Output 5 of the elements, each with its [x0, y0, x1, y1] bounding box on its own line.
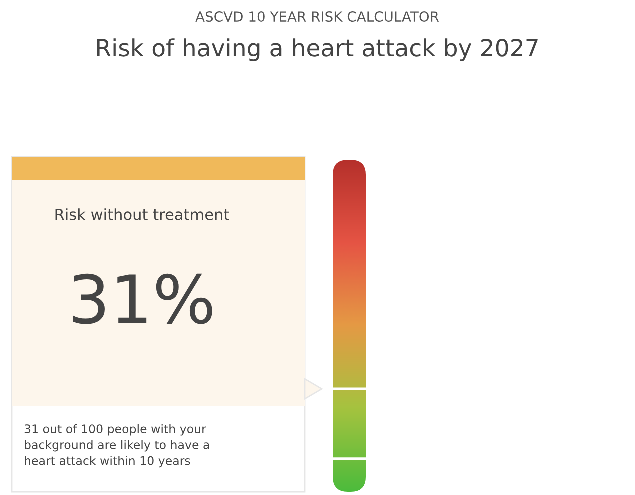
data-label: 31%	[72, 274, 212, 324]
text: ASCVD 10 YEAR RISK CALCULATOR	[196, 12, 440, 22]
text: Risk of having a heart attack by 2027	[97, 38, 538, 62]
category-label: Risk without treatment	[56, 208, 230, 220]
text: 31 out of 100 people with your background are likely to have a heart attack within 10 years	[24, 424, 210, 468]
